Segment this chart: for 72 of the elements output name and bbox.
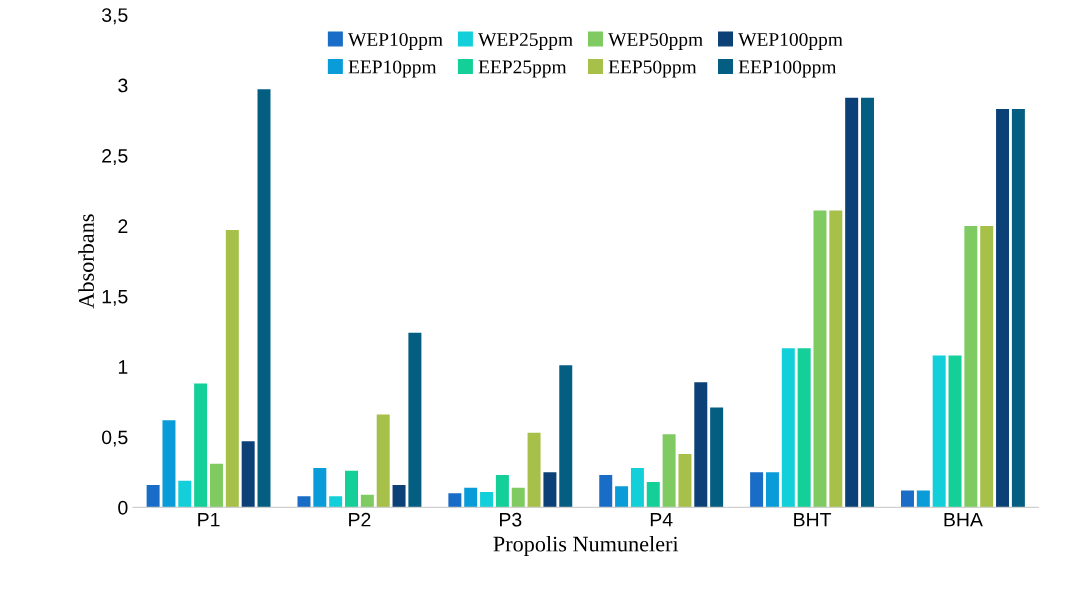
legend-label: EEP25ppm <box>478 60 567 78</box>
bar <box>599 475 613 508</box>
bar <box>162 420 176 508</box>
bar <box>996 109 1010 508</box>
bar <box>241 441 255 508</box>
bar <box>464 487 478 508</box>
bar <box>511 487 525 508</box>
bar <box>297 496 311 508</box>
y-axis-title: Absorbans <box>78 214 94 309</box>
legend-label: EEP50ppm <box>608 60 697 78</box>
bar <box>329 496 343 508</box>
bar <box>146 484 160 508</box>
bar <box>916 490 930 508</box>
y-tick-label: 3 <box>118 78 128 93</box>
bar <box>932 355 946 508</box>
x-axis-title: Propolis Numuneleri <box>493 535 679 557</box>
bar <box>408 332 422 508</box>
x-tick-label: BHA <box>944 512 983 527</box>
y-tick-label: 1 <box>118 360 128 374</box>
x-tick-label: BHT <box>794 512 832 527</box>
bar <box>861 97 874 508</box>
bar <box>257 89 271 508</box>
bar <box>527 432 541 508</box>
x-tick-label: P1 <box>198 512 220 527</box>
y-tick-label: 1,5 <box>102 289 128 306</box>
bar <box>710 407 724 508</box>
y-tick-label: 0 <box>118 500 128 515</box>
bar <box>392 484 406 508</box>
bar <box>694 382 708 508</box>
bar <box>781 348 795 508</box>
bar <box>480 491 494 508</box>
bar <box>543 472 557 508</box>
bar <box>765 472 779 508</box>
bar <box>646 482 660 508</box>
x-tick-label: P2 <box>349 512 371 527</box>
bar <box>376 414 390 508</box>
bar <box>678 453 692 508</box>
bar <box>750 472 764 508</box>
bar <box>559 365 573 508</box>
legend-label: EEP100ppm <box>738 60 837 78</box>
legend-label: WEP100ppm <box>738 32 843 50</box>
bar <box>813 210 827 508</box>
bar <box>194 383 208 508</box>
legend-label: WEP25ppm <box>478 32 573 50</box>
bar <box>829 210 843 508</box>
x-tick-label: P4 <box>650 512 673 527</box>
legend-label: WEP50ppm <box>608 32 703 50</box>
y-tick-label: 2,5 <box>102 148 128 166</box>
y-tick-label: 0,5 <box>102 430 128 447</box>
y-tick-label: 3,5 <box>101 8 128 25</box>
bar <box>630 467 644 508</box>
bar <box>448 493 462 508</box>
bar <box>495 475 509 508</box>
x-tick-label: P3 <box>500 512 522 527</box>
bar <box>964 225 978 508</box>
bar <box>178 480 192 508</box>
bar <box>948 355 962 508</box>
bar <box>313 467 327 508</box>
bar <box>209 463 223 508</box>
bar <box>225 230 239 508</box>
bar <box>797 348 811 508</box>
legend-label: WEP10ppm <box>348 32 443 50</box>
bar <box>901 490 914 508</box>
bar <box>360 494 374 508</box>
bar <box>662 434 676 508</box>
legend-label: EEP10ppm <box>348 60 437 78</box>
y-tick-label: 2 <box>118 219 128 233</box>
bar <box>615 486 629 508</box>
bar <box>980 225 994 508</box>
bar <box>1011 109 1025 508</box>
bar <box>345 470 359 508</box>
bar <box>845 97 859 508</box>
